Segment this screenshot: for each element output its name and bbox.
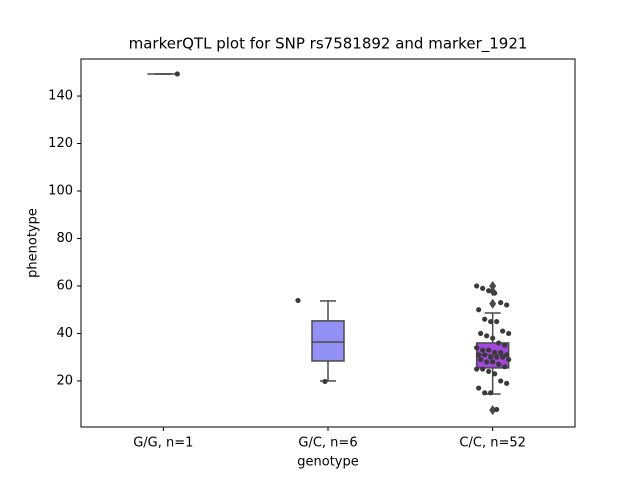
strip-point [488,354,494,360]
strip-point [490,359,496,365]
strip-point [504,352,510,358]
strip-point [504,302,510,308]
y-tick-label: 20 [56,373,73,388]
strip-point [478,356,484,363]
strip-point [494,318,500,325]
strip-point [476,352,482,358]
strip-point [488,390,494,396]
strip-point [492,290,498,296]
strip-point [496,340,502,346]
outlier [489,298,497,309]
y-tick-label: 80 [56,231,73,246]
strip-point [486,368,492,375]
y-tick-label: 120 [48,136,73,151]
strip-point [482,390,488,396]
strip-point [502,364,508,370]
strip-point [490,335,496,341]
strip-point [498,378,504,384]
strip-point [484,333,490,339]
strip-point [504,380,510,386]
strip-point [494,406,500,413]
strip-point [506,356,512,363]
strip-point [498,299,504,306]
strip-point [500,354,506,360]
strip-point [492,371,498,377]
strip-point [482,316,488,322]
outlier [489,280,497,291]
strip-point [498,349,504,356]
outlier [489,405,497,416]
strip-point [500,328,506,334]
y-axis-label: phenotype [26,208,41,278]
strip-point [482,352,488,358]
strip-point [502,342,508,348]
strip-point [295,297,301,304]
strip-point [474,283,480,289]
strip-point [474,345,480,351]
strip-point [480,366,486,372]
x-tick-label: G/C, n=6 [298,436,357,451]
strip-point [480,285,486,291]
y-tick-label: 60 [56,278,73,293]
y-tick-label: 100 [48,184,73,199]
strip-point [480,347,486,353]
strip-point [474,366,480,372]
strip-point [478,330,484,337]
strip-point [322,378,328,385]
strip-point [486,288,492,294]
x-tick-label: G/G, n=1 [133,436,193,451]
strip-point [496,361,502,367]
box [311,320,345,362]
strip-point [486,347,492,353]
strip-point [476,385,482,391]
strip-point [494,354,500,360]
y-tick-label: 140 [48,89,73,104]
y-tick-label: 40 [56,326,73,341]
x-axis-label: genotype [297,455,358,470]
strip-point [174,71,180,77]
strip-point [476,307,482,313]
chart-title: markerQTL plot for SNP rs7581892 and mar… [129,35,528,54]
strip-point [484,359,490,365]
strip-point [506,330,512,337]
strip-point [492,349,498,356]
strip-point [488,318,494,325]
x-tick-label: C/C, n=52 [459,436,525,451]
